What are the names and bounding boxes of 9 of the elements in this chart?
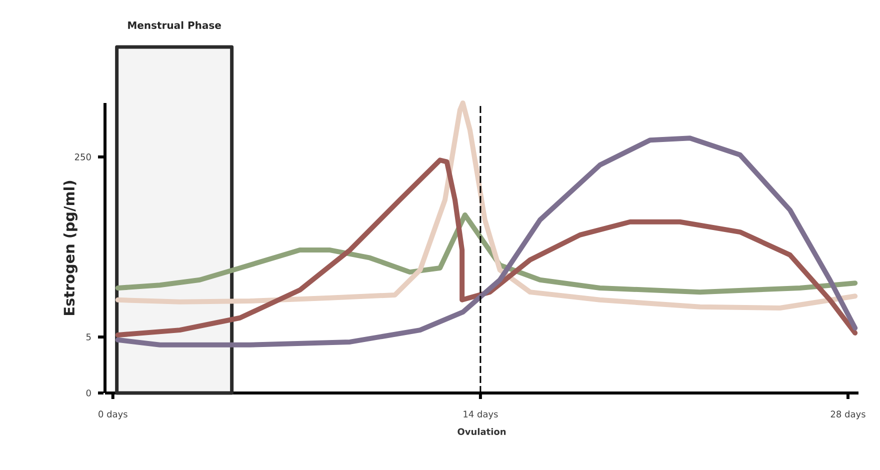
text: 5 — [86, 334, 91, 340]
x-axis-title: Ovulation — [458, 428, 506, 436]
y-axis-title: Estrogen (pg/ml) — [63, 180, 78, 315]
text: 0 — [86, 390, 91, 396]
x-tick-label: 0 days — [98, 410, 128, 420]
x-tick-label: 14 days — [464, 410, 498, 420]
x-tick-label: 28 days — [830, 410, 866, 420]
band-label: Menstrual Phase — [128, 21, 221, 29]
text: 250 — [74, 154, 91, 160]
